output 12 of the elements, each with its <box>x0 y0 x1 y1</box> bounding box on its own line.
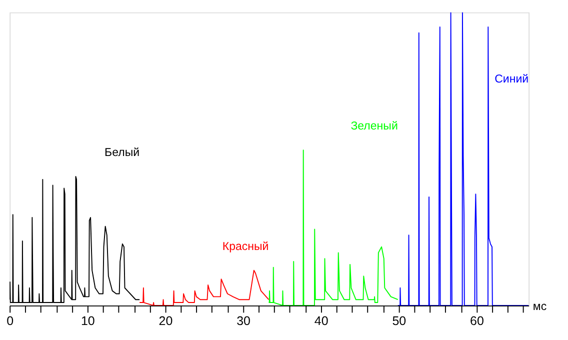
x-tick-label: 40 <box>314 314 328 328</box>
x-tick-label: 60 <box>470 314 484 328</box>
x-tick-label: 30 <box>236 314 251 328</box>
x-tick-label: 20 <box>158 314 173 328</box>
text: Красный <box>222 240 269 253</box>
x-tick-label: 0 <box>6 314 14 328</box>
text: Белый <box>104 147 140 160</box>
x-axis-title: мс <box>532 300 547 313</box>
x-tick-label: 50 <box>392 314 406 328</box>
x-tick-label: 10 <box>80 314 95 328</box>
series-label: Синий <box>494 74 529 86</box>
text: Зеленый <box>350 120 398 133</box>
